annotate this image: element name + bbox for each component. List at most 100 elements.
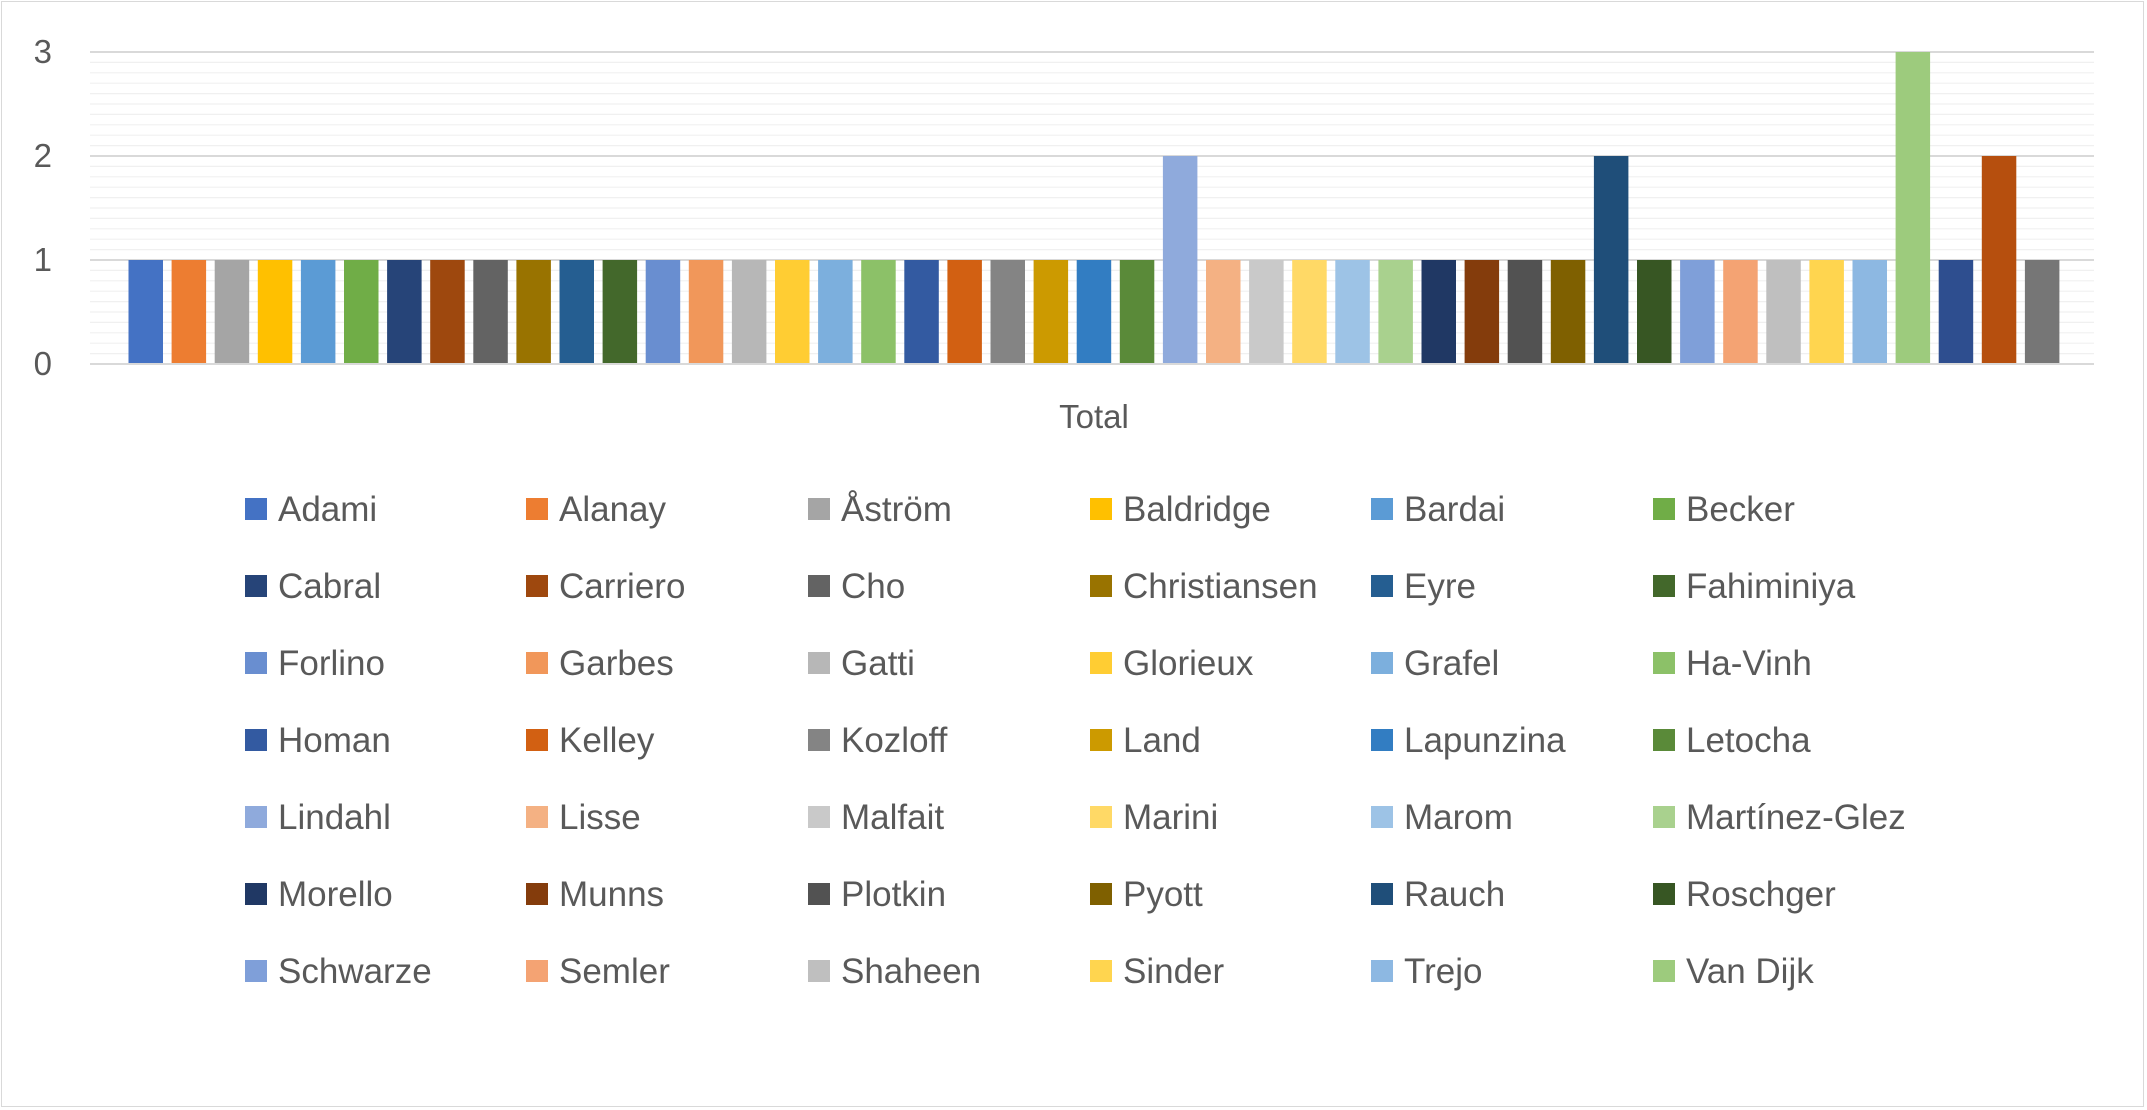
- bar-malfait: [1249, 260, 1284, 364]
- legend-label: Van Dijk: [1686, 952, 1814, 991]
- legend-item: Forlino: [245, 644, 385, 683]
- legend-label: Alanay: [559, 490, 667, 529]
- legend-label: Shaheen: [841, 952, 981, 991]
- legend-item: Baldridge: [1090, 490, 1271, 529]
- legend-label: Plotkin: [841, 875, 946, 914]
- legend-label: Letocha: [1686, 721, 1811, 760]
- legend-swatch: [526, 652, 548, 674]
- bar-christiansen: [516, 260, 551, 364]
- legend-item: Land: [1090, 721, 1201, 760]
- legend-swatch: [1090, 498, 1112, 520]
- legend-swatch: [1653, 960, 1675, 982]
- bar-rauch: [1593, 156, 1629, 364]
- bar-series-45: [2024, 260, 2060, 364]
- legend-swatch: [526, 960, 548, 982]
- legend-swatch: [1090, 883, 1112, 905]
- legend-label: Munns: [559, 875, 664, 914]
- legend-swatch: [1653, 806, 1675, 828]
- y-tick-label: 1: [34, 241, 52, 278]
- legend-swatch: [1371, 806, 1393, 828]
- bar-munns: [1464, 260, 1500, 364]
- legend-label: Adami: [278, 490, 377, 529]
- legend-label: Garbes: [559, 644, 674, 683]
- legend-label: Åström: [841, 490, 952, 529]
- legend-item: Munns: [526, 875, 664, 914]
- bar-becker: [344, 260, 379, 364]
- x-category-label: Total: [1059, 398, 1129, 435]
- legend-item: Malfait: [808, 798, 944, 837]
- legend-item: Marom: [1371, 798, 1513, 837]
- bar-roschger: [1637, 260, 1672, 364]
- legend-item: Van Dijk: [1653, 952, 1814, 991]
- legend-item: Kozloff: [808, 721, 948, 760]
- legend-label: Christiansen: [1123, 567, 1318, 606]
- legend-label: Homan: [278, 721, 391, 760]
- legend-item: Glorieux: [1090, 644, 1254, 683]
- legend-swatch: [1090, 652, 1112, 674]
- legend-label: Lapunzina: [1404, 721, 1566, 760]
- legend-item: Sinder: [1090, 952, 1225, 991]
- legend-swatch: [1653, 883, 1675, 905]
- legend-label: Sinder: [1123, 952, 1225, 991]
- legend-label: Malfait: [841, 798, 944, 837]
- legend-item: Homan: [245, 721, 391, 760]
- legend-label: Martínez-Glez: [1686, 798, 1906, 837]
- bar-lapunzina: [1076, 260, 1112, 364]
- legend-label: Morello: [278, 875, 393, 914]
- legend-swatch: [1653, 498, 1675, 520]
- legend-item: Semler: [526, 952, 670, 991]
- legend-swatch: [1371, 498, 1393, 520]
- legend-item: Adami: [245, 490, 377, 529]
- legend-swatch: [1653, 575, 1675, 597]
- bar-marom: [1335, 260, 1370, 364]
- legend-label: Gatti: [841, 644, 915, 683]
- legend-item: Schwarze: [245, 952, 432, 991]
- legend-label: Grafel: [1404, 644, 1499, 683]
- legend-label: Pyott: [1123, 875, 1203, 914]
- bar-mart-nez-glez: [1378, 260, 1413, 364]
- bar-van-dijk: [1895, 52, 1931, 364]
- legend-item: Alanay: [526, 490, 667, 529]
- legend-label: Land: [1123, 721, 1201, 760]
- legend-swatch: [1371, 883, 1393, 905]
- bar-kelley: [947, 260, 982, 364]
- legend-item: Letocha: [1653, 721, 1811, 760]
- bar-kozloff: [990, 260, 1025, 364]
- bar-fahiminiya: [602, 260, 638, 364]
- bar-sinder: [1809, 260, 1844, 364]
- legend-swatch: [526, 498, 548, 520]
- bars: [128, 52, 2060, 364]
- legend-item: Becker: [1653, 490, 1795, 529]
- y-axis-ticks: 0 1 2 3: [34, 33, 52, 382]
- legend-swatch: [526, 575, 548, 597]
- legend-item: Marini: [1090, 798, 1218, 837]
- legend-swatch: [526, 729, 548, 751]
- legend-swatch: [808, 575, 830, 597]
- legend-swatch: [245, 806, 267, 828]
- bar-garbes: [688, 260, 724, 364]
- legend-label: Fahiminiya: [1686, 567, 1856, 606]
- legend-item: Lindahl: [245, 798, 391, 837]
- legend-swatch: [808, 652, 830, 674]
- bar-letocha: [1119, 260, 1155, 364]
- bar-gatti: [731, 260, 767, 364]
- legend-swatch: [245, 960, 267, 982]
- legend-swatch: [1371, 652, 1393, 674]
- legend-swatch: [808, 729, 830, 751]
- legend-label: Baldridge: [1123, 490, 1271, 529]
- legend-label: Forlino: [278, 644, 385, 683]
- legend-swatch: [1371, 729, 1393, 751]
- legend-item: Shaheen: [808, 952, 981, 991]
- legend-swatch: [1371, 960, 1393, 982]
- legend-item: Ha-Vinh: [1653, 644, 1812, 683]
- legend-swatch: [1090, 729, 1112, 751]
- legend-item: Plotkin: [808, 875, 946, 914]
- legend-label: Kozloff: [841, 721, 948, 760]
- legend-item: Fahiminiya: [1653, 567, 1856, 606]
- legend-label: Cabral: [278, 567, 381, 606]
- legend-swatch: [808, 806, 830, 828]
- legend-label: Glorieux: [1123, 644, 1254, 683]
- bar-schwarze: [1680, 260, 1715, 364]
- legend-swatch: [1090, 960, 1112, 982]
